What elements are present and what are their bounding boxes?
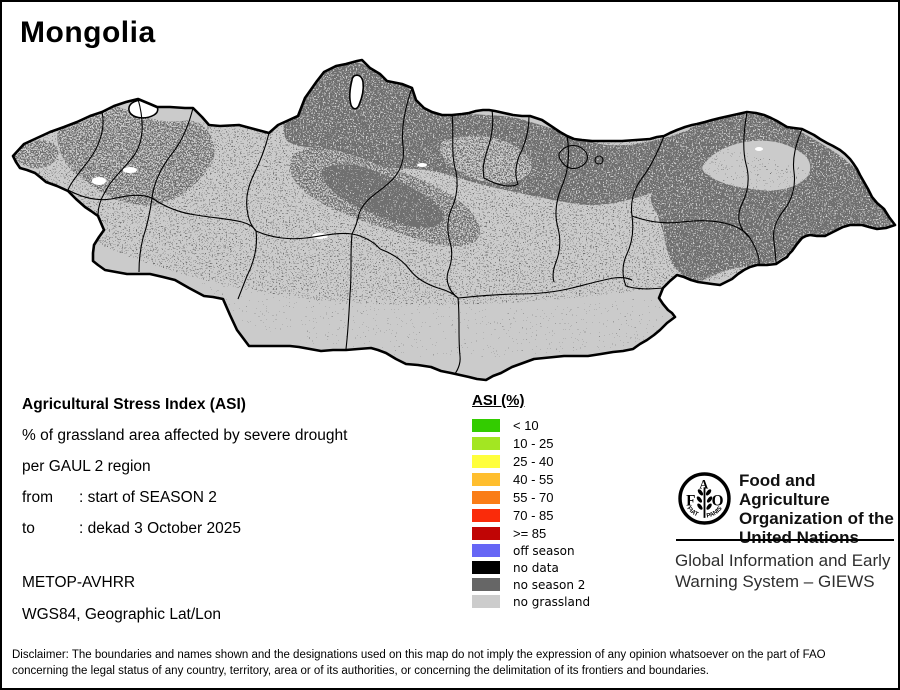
fao-org-line1: Food and Agriculture xyxy=(739,471,830,509)
disclaimer: Disclaimer: The boundaries and names sho… xyxy=(12,647,894,679)
legend-row: 55 - 70 xyxy=(472,488,553,506)
legend-label: 55 - 70 xyxy=(513,489,554,505)
legend-label: no data xyxy=(513,560,559,575)
legend-label: >= 85 xyxy=(513,525,547,541)
legend-row: 70 - 85 xyxy=(472,506,553,524)
legend-swatch xyxy=(472,526,500,540)
extra-legend: off season no data no season 2 no grassland xyxy=(472,542,590,610)
legend-row: no season 2 xyxy=(472,576,590,593)
legend-swatch xyxy=(472,595,500,608)
fao-org-line3: United Nations xyxy=(739,528,859,547)
giews-line1: Global Information and Early xyxy=(675,551,891,570)
fao-divider xyxy=(676,539,894,541)
legend-label: off season xyxy=(513,543,575,558)
asi-description-line1: % of grassland area affected by severe d… xyxy=(22,427,348,444)
asi-legend: ASI (%) < 10 10 - 25 25 - 40 40 - 55 55 - 70… xyxy=(472,392,553,542)
legend-title: ASI (%) xyxy=(472,392,525,409)
stress-regions xyxy=(14,61,893,358)
period-to: to : dekad 3 October 2025 xyxy=(22,520,347,538)
fao-org-name: Food and Agriculture Organization of the… xyxy=(739,471,895,547)
country-outline xyxy=(11,58,897,382)
legend-label: no grassland xyxy=(513,594,591,609)
legend-row: < 10 xyxy=(472,416,553,434)
page-title: Mongolia xyxy=(20,16,156,49)
to-label: to xyxy=(22,520,35,537)
legend-row: 40 - 55 xyxy=(472,470,553,488)
legend-row: no grassland xyxy=(472,593,590,610)
legend-swatch xyxy=(472,418,500,432)
disclaimer-line1: Disclaimer: The boundaries and names sho… xyxy=(12,649,826,661)
legend-swatch xyxy=(472,578,500,591)
giews-name: Global Information and Early Warning Sys… xyxy=(675,550,890,592)
legend-swatch xyxy=(472,472,500,486)
from-value: : start of SEASON 2 xyxy=(79,489,217,506)
lake-uvs xyxy=(128,99,159,119)
legend-label: 40 - 55 xyxy=(513,471,554,487)
legend-swatch xyxy=(472,454,500,468)
legend-row: no data xyxy=(472,559,590,576)
wheat-ear-icon xyxy=(696,487,713,518)
disclaimer-line2: concerning the legal status of any count… xyxy=(12,665,709,677)
lighter-patches xyxy=(440,135,811,191)
to-value: : dekad 3 October 2025 xyxy=(79,520,242,537)
fao-logo-icon: F A O FIAT PANIS xyxy=(678,472,731,525)
legend-row: 25 - 40 xyxy=(472,452,553,470)
projection-name: WGS84, Geographic Lat/Lon xyxy=(22,606,222,623)
sensor-name: METOP-AVHRR xyxy=(22,574,136,591)
map-info-block: Agricultural Stress Index (ASI) % of gra… xyxy=(22,396,347,551)
legend-label: no season 2 xyxy=(513,577,586,592)
asi-legend-rows: < 10 10 - 25 25 - 40 40 - 55 55 - 70 70 - 85 >… xyxy=(472,416,553,542)
legend-swatch xyxy=(472,508,500,522)
legend-label: 25 - 40 xyxy=(513,453,554,469)
legend-swatch xyxy=(472,490,500,504)
asi-description-line2: per GAUL 2 region xyxy=(22,458,151,475)
legend-swatch xyxy=(472,544,500,557)
fao-org-line2: Organization of the xyxy=(739,509,894,528)
legend-row: 10 - 25 xyxy=(472,434,553,452)
legend-label: 70 - 85 xyxy=(513,507,554,523)
legend-row: >= 85 xyxy=(472,524,553,542)
legend-swatch xyxy=(472,436,500,450)
giews-line2: Warning System – GIEWS xyxy=(675,572,875,591)
fao-logo-letter-o: O xyxy=(712,493,724,510)
period-from: from : start of SEASON 2 xyxy=(22,489,347,507)
legend-swatch xyxy=(472,561,500,574)
fao-logo-letter-a: A xyxy=(699,477,708,491)
sensor-block: METOP-AVHRR WGS84, Geographic Lat/Lon xyxy=(22,574,221,638)
legend-label: < 10 xyxy=(513,417,539,433)
from-label: from xyxy=(22,489,53,506)
legend-label: 10 - 25 xyxy=(513,435,554,451)
asi-heading: Agricultural Stress Index (ASI) xyxy=(22,396,246,413)
admin-boundaries xyxy=(67,87,803,377)
legend-row: off season xyxy=(472,542,590,559)
lake-khovsgol xyxy=(349,74,365,110)
fao-logo-letter-f: F xyxy=(686,493,695,510)
